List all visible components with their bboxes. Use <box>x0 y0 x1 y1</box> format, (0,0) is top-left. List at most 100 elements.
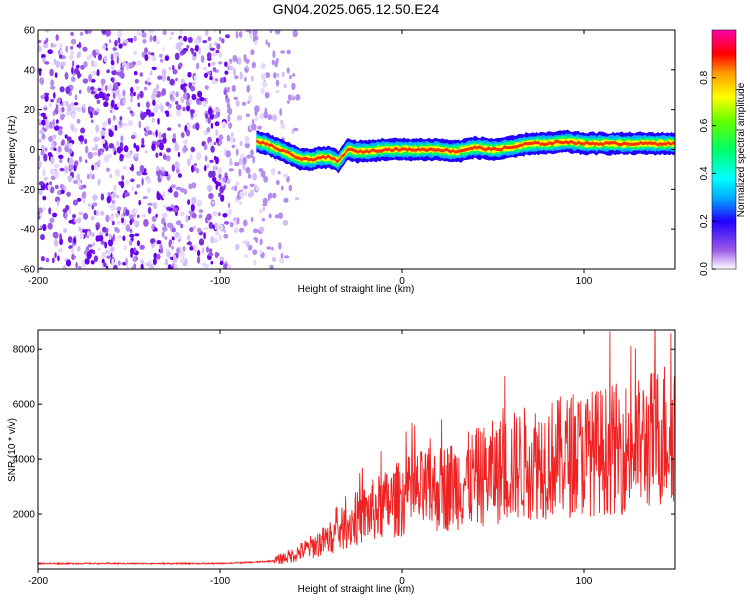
noise-speck <box>142 39 147 44</box>
noise-speck <box>271 246 274 251</box>
noise-speck <box>161 68 167 76</box>
noise-speck <box>43 92 50 96</box>
noise-speck <box>155 213 158 218</box>
noise-speck <box>134 233 140 237</box>
x-tick-label: 0 <box>399 576 405 587</box>
noise-speck <box>177 151 181 158</box>
noise-speck <box>62 265 67 269</box>
noise-speck <box>283 83 287 89</box>
noise-speck <box>250 189 255 197</box>
noise-speck <box>188 183 193 190</box>
noise-speck <box>113 53 117 59</box>
noise-speck <box>169 222 174 229</box>
noise-speck <box>77 73 82 78</box>
noise-speck <box>186 45 190 49</box>
noise-speck <box>140 112 146 121</box>
noise-speck <box>203 144 208 151</box>
noise-speck <box>38 160 42 167</box>
noise-speck <box>276 57 279 64</box>
noise-speck <box>265 39 268 45</box>
noise-speck <box>271 265 274 269</box>
noise-speck <box>288 184 293 192</box>
noise-speck <box>181 132 185 139</box>
noise-speck <box>82 78 89 84</box>
noise-speck <box>45 37 49 43</box>
noise-speck <box>64 72 69 80</box>
noise-speck <box>142 196 148 200</box>
noise-speck <box>162 132 167 139</box>
noise-speck <box>210 145 215 153</box>
noise-speck <box>238 201 243 206</box>
noise-speck <box>254 117 259 121</box>
noise-speck <box>214 121 220 127</box>
noise-speck <box>142 213 147 218</box>
noise-speck <box>38 39 42 44</box>
noise-speck <box>186 104 191 112</box>
noise-speck <box>196 227 202 233</box>
noise-speck <box>204 85 209 90</box>
y-tick-label: -60 <box>21 265 36 276</box>
noise-speck <box>120 135 124 142</box>
noise-speck <box>250 49 255 56</box>
noise-speck <box>59 233 62 241</box>
noise-speck <box>190 47 194 52</box>
noise-speck <box>238 157 243 165</box>
noise-speck <box>179 250 185 257</box>
noise-speck <box>57 248 63 253</box>
noise-speck <box>162 190 166 199</box>
noise-speck <box>143 86 148 91</box>
noise-speck <box>268 213 272 219</box>
noise-speck <box>105 30 111 37</box>
noise-speck <box>74 68 80 75</box>
noise-speck <box>227 114 231 123</box>
noise-speck <box>47 222 53 230</box>
noise-speck <box>122 123 128 127</box>
noise-speck <box>60 61 66 67</box>
noise-speck <box>112 77 115 84</box>
noise-speck <box>271 59 275 65</box>
noise-speck <box>231 84 236 93</box>
noise-speck <box>118 120 123 126</box>
noise-speck <box>58 154 64 160</box>
noise-speck <box>150 238 156 245</box>
noise-speck <box>176 247 181 254</box>
noise-speck <box>156 240 162 245</box>
noise-speck <box>79 232 84 240</box>
noise-speck <box>129 228 133 233</box>
noise-speck <box>242 156 247 165</box>
noise-speck <box>93 110 99 116</box>
noise-speck <box>215 113 218 118</box>
noise-speck <box>49 217 55 223</box>
noise-speck <box>260 63 266 70</box>
snr-plot-area <box>38 330 675 569</box>
noise-speck <box>254 105 260 113</box>
noise-speck <box>141 32 147 38</box>
noise-speck <box>168 207 174 212</box>
snr-y-label: SNR (10 * v/v) <box>7 418 18 482</box>
noise-speck <box>164 55 170 61</box>
noise-speck <box>64 212 68 220</box>
noise-speck <box>234 161 240 167</box>
noise-speck <box>245 30 250 33</box>
noise-speck <box>175 91 179 98</box>
noise-speck <box>125 224 131 232</box>
noise-speck <box>50 146 55 151</box>
noise-speck <box>130 178 135 183</box>
noise-speck <box>87 86 91 93</box>
noise-speck <box>170 31 175 36</box>
noise-speck <box>196 152 202 160</box>
noise-speck <box>113 264 118 269</box>
noise-speck <box>214 230 220 236</box>
noise-speck <box>101 251 107 259</box>
noise-speck <box>56 200 60 207</box>
noise-speck <box>280 252 284 259</box>
noise-speck <box>205 113 209 119</box>
noise-speck <box>125 209 130 216</box>
noise-speck <box>68 208 72 215</box>
noise-speck <box>201 247 205 254</box>
noise-speck <box>169 239 172 246</box>
noise-speck <box>38 111 41 117</box>
noise-speck <box>91 70 97 76</box>
noise-speck <box>173 254 178 263</box>
